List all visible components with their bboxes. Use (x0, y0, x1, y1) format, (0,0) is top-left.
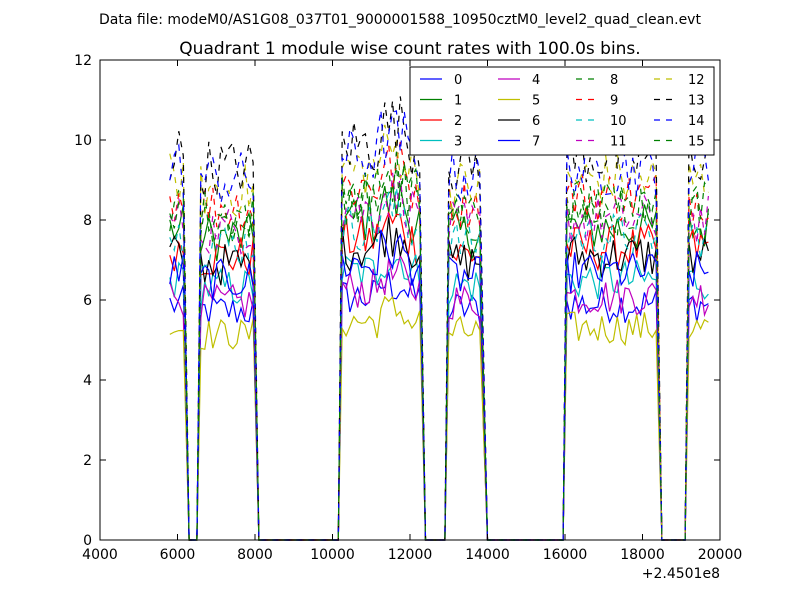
legend-label-2: 2 (454, 114, 462, 129)
x-tick-label: 12000 (388, 547, 433, 563)
chart-title: Quadrant 1 module wise count rates with … (179, 39, 640, 59)
series-line-0 (169, 271, 709, 541)
y-tick-label: 2 (83, 453, 92, 469)
legend-label-14: 14 (688, 114, 705, 129)
legend-label-3: 3 (454, 135, 462, 150)
legend-label-5: 5 (532, 94, 540, 109)
y-tick-label: 4 (83, 373, 92, 389)
series-line-2 (169, 211, 709, 541)
y-tick-label: 10 (74, 133, 92, 149)
series-line-10 (169, 187, 709, 541)
y-tick-label: 6 (83, 293, 92, 309)
legend-label-12: 12 (688, 73, 705, 88)
y-tick-label: 0 (83, 533, 92, 549)
legend-label-0: 0 (454, 73, 462, 88)
x-tick-label: 16000 (543, 547, 588, 563)
legend-label-7: 7 (532, 135, 540, 150)
x-tick-label: 8000 (237, 547, 273, 563)
x-tick-label: 6000 (160, 547, 196, 563)
legend-label-8: 8 (610, 73, 618, 88)
legend-label-9: 9 (610, 94, 618, 109)
plot-lines (169, 96, 709, 541)
legend-label-13: 13 (688, 94, 705, 109)
series-line-14 (169, 110, 709, 541)
legend-label-4: 4 (532, 73, 540, 88)
x-tick-label: 18000 (620, 547, 665, 563)
x-tick-label: 10000 (310, 547, 355, 563)
legend-label-1: 1 (454, 94, 462, 109)
series-line-11 (169, 172, 709, 541)
series-line-4 (169, 254, 709, 541)
legend-label-6: 6 (532, 114, 540, 129)
legend-label-11: 11 (610, 135, 627, 150)
series-line-5 (169, 295, 709, 541)
legend-label-10: 10 (610, 114, 627, 129)
legend-box (409, 66, 715, 156)
series-line-13 (169, 96, 709, 541)
x-tick-label: 20000 (698, 547, 743, 563)
y-tick-label: 12 (74, 53, 92, 69)
series-line-15 (169, 151, 709, 541)
x-offset-label: +2.4501e8 (642, 566, 720, 582)
data-file-title: Data file: modeM0/AS1G08_037T01_90000015… (99, 12, 701, 28)
series-line-1 (169, 183, 709, 541)
y-tick-label: 8 (83, 213, 92, 229)
axis-ticks: 4000 6000 8000 10000 12000 14000 16000 18000 200… (74, 53, 742, 563)
legend-label-15: 15 (688, 135, 705, 150)
plot-frame (99, 59, 721, 541)
x-tick-label: 4000 (82, 547, 118, 563)
x-tick-label: 14000 (465, 547, 510, 563)
